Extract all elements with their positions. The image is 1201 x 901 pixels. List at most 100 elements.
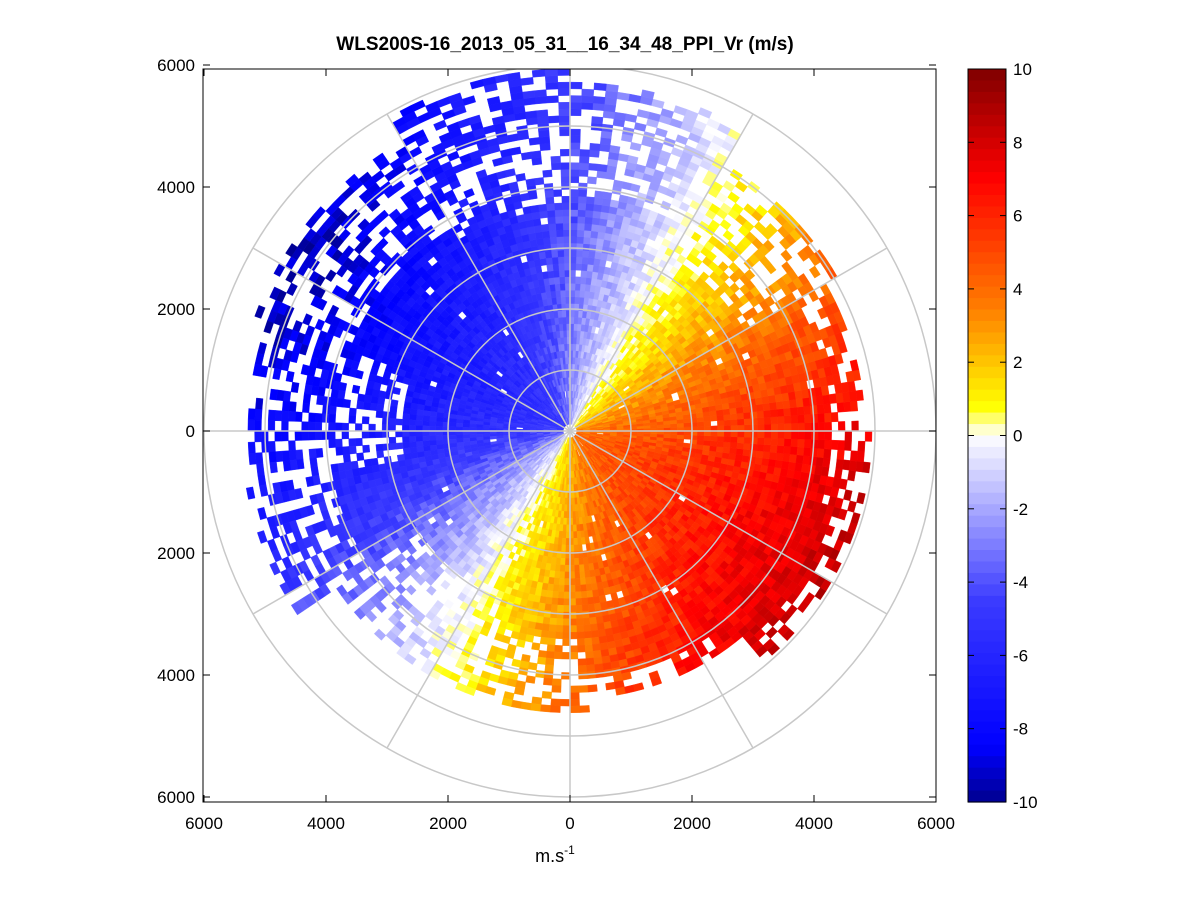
velocity-cell bbox=[542, 237, 551, 246]
velocity-cell bbox=[573, 330, 578, 338]
velocity-cell bbox=[369, 402, 378, 411]
velocity-cell bbox=[703, 420, 712, 427]
velocity-cell bbox=[843, 401, 852, 413]
velocity-cell bbox=[782, 399, 791, 409]
velocity-cell bbox=[281, 400, 290, 412]
velocity-cell bbox=[584, 283, 591, 292]
velocity-cell bbox=[598, 218, 608, 227]
velocity-cell bbox=[558, 115, 571, 123]
velocity-cell bbox=[422, 410, 431, 417]
velocity-cell bbox=[455, 434, 464, 440]
velocity-cell bbox=[562, 236, 571, 244]
velocity-cell bbox=[381, 430, 390, 438]
velocity-cell bbox=[574, 283, 581, 291]
velocity-cell bbox=[608, 145, 621, 154]
velocity-cell bbox=[363, 458, 373, 468]
velocity-cell bbox=[247, 419, 256, 432]
velocity-cell bbox=[342, 398, 351, 409]
velocity-cell bbox=[569, 101, 582, 110]
velocity-cell bbox=[330, 463, 339, 474]
velocity-cell bbox=[573, 310, 579, 318]
velocity-cell bbox=[587, 176, 597, 185]
velocity-cell bbox=[569, 175, 580, 184]
velocity-cell bbox=[489, 435, 497, 440]
velocity-cell bbox=[415, 435, 423, 443]
chart-title: WLS200S-16_2013_05_31__16_34_48_PPI_Vr (… bbox=[336, 34, 793, 55]
velocity-cell bbox=[402, 413, 411, 421]
velocity-cell bbox=[783, 415, 792, 424]
velocity-cell bbox=[730, 424, 739, 432]
velocity-cell bbox=[314, 421, 323, 432]
velocity-cell bbox=[368, 423, 376, 432]
velocity-cell bbox=[592, 264, 600, 273]
velocity-cell bbox=[585, 270, 593, 279]
velocity-cell bbox=[585, 203, 595, 212]
velocity-cell bbox=[515, 173, 526, 182]
velocity-cell bbox=[335, 438, 343, 448]
velocity-cell bbox=[382, 443, 391, 451]
velocity-cell bbox=[402, 447, 411, 455]
velocity-cell bbox=[546, 95, 559, 104]
velocity-cell bbox=[595, 238, 605, 247]
velocity-cell bbox=[308, 412, 316, 423]
velocity-cell bbox=[308, 430, 316, 441]
velocity-cell bbox=[310, 466, 320, 477]
velocity-cell bbox=[830, 412, 839, 423]
velocity-cell bbox=[557, 249, 565, 258]
velocity-cell bbox=[530, 204, 540, 214]
velocity-cell bbox=[281, 430, 289, 442]
velocity-cell bbox=[534, 177, 545, 186]
velocity-cell bbox=[817, 421, 826, 432]
velocity-cell bbox=[563, 263, 571, 271]
velocity-cell bbox=[683, 422, 691, 428]
velocity-cell bbox=[544, 189, 554, 198]
velocity-cell bbox=[763, 409, 772, 418]
velocity-cell bbox=[730, 419, 738, 426]
velocity-cell bbox=[389, 442, 397, 451]
velocity-cell bbox=[569, 236, 578, 244]
velocity-cell bbox=[382, 411, 391, 419]
velocity-cell bbox=[455, 422, 464, 428]
velocity-cell bbox=[556, 242, 564, 251]
velocity-cell bbox=[569, 95, 582, 103]
velocity-cell bbox=[569, 202, 579, 210]
velocity-cell bbox=[402, 419, 410, 426]
velocity-cell bbox=[596, 231, 606, 240]
velocity-cell bbox=[409, 413, 417, 421]
velocity-cell bbox=[269, 461, 278, 474]
velocity-cell bbox=[729, 407, 738, 415]
velocity-cell bbox=[356, 400, 365, 410]
velocity-cell bbox=[609, 199, 620, 209]
velocity-cell bbox=[536, 109, 549, 118]
velocity-cell bbox=[824, 412, 832, 423]
velocity-cell bbox=[288, 449, 297, 461]
velocity-cell bbox=[295, 449, 304, 461]
velocity-cell bbox=[591, 271, 599, 280]
velocity-cell bbox=[482, 424, 490, 429]
velocity-cell bbox=[415, 430, 423, 437]
velocity-cell bbox=[569, 142, 581, 150]
velocity-cell bbox=[790, 414, 799, 424]
velocity-cell bbox=[564, 269, 571, 278]
velocity-cell bbox=[389, 405, 398, 414]
velocity-cell bbox=[569, 189, 579, 197]
velocity-cell bbox=[580, 276, 587, 285]
velocity-cell bbox=[388, 418, 397, 426]
velocity-cell bbox=[449, 422, 457, 428]
velocity-cell bbox=[558, 108, 571, 117]
velocity-cell bbox=[550, 243, 558, 252]
velocity-cell bbox=[558, 263, 565, 271]
velocity-cell bbox=[462, 423, 470, 428]
velocity-cell bbox=[757, 417, 765, 425]
velocity-cell bbox=[555, 229, 564, 238]
velocity-cell bbox=[376, 450, 385, 459]
velocity-cell bbox=[402, 407, 411, 415]
velocity-cell bbox=[562, 209, 571, 217]
velocity-cell bbox=[538, 136, 551, 145]
velocity-cell bbox=[294, 411, 303, 422]
velocity-cell bbox=[561, 316, 567, 325]
velocity-cell bbox=[388, 424, 396, 432]
velocity-cell bbox=[575, 263, 582, 271]
velocity-cell bbox=[542, 169, 553, 178]
velocity-cell bbox=[328, 438, 336, 449]
